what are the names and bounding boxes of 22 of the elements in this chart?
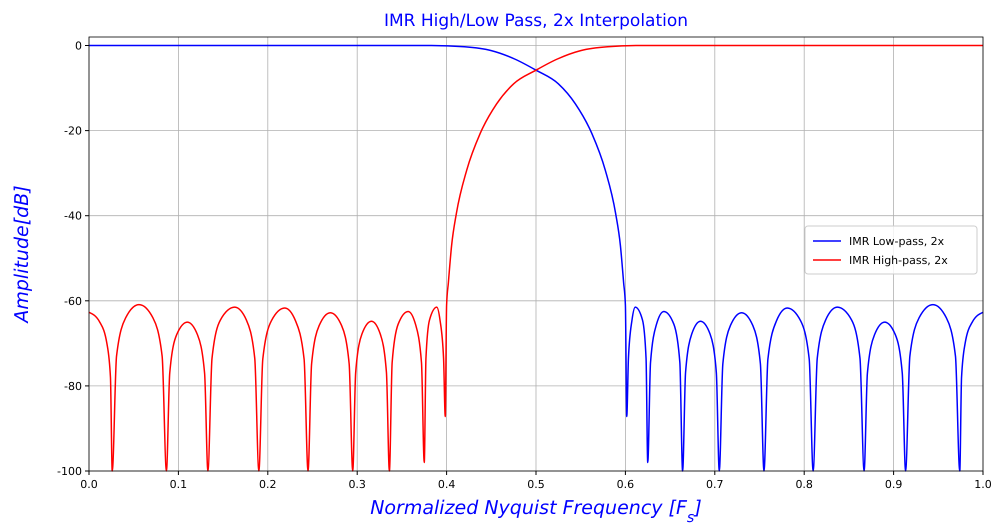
x-tick-label: 0.4 — [438, 478, 456, 491]
x-tick-label: 0.7 — [706, 478, 724, 491]
x-tick-label: 0.8 — [795, 478, 813, 491]
x-tick-label: 0.9 — [884, 478, 902, 491]
x-tick-label: 0.5 — [527, 478, 545, 491]
y-axis-title: Amplitude[dB] — [11, 185, 33, 325]
legend-label: IMR Low-pass, 2x — [849, 235, 945, 248]
y-tick-label: 0 — [75, 40, 82, 53]
x-tick-label: 0.6 — [616, 478, 634, 491]
x-tick-label: 0.2 — [259, 478, 277, 491]
x-tick-label: 0.1 — [170, 478, 188, 491]
y-tick-label: -80 — [64, 380, 82, 393]
y-tick-label: -40 — [64, 210, 82, 223]
x-tick-label: 0.0 — [80, 478, 98, 491]
y-tick-label: -100 — [57, 465, 82, 478]
x-tick-label: 0.3 — [348, 478, 366, 491]
y-tick-label: -60 — [64, 294, 82, 308]
chart-title: IMR High/Low Pass, 2x Interpolation — [384, 11, 688, 31]
y-tick-label: -20 — [64, 124, 82, 138]
legend-label: IMR High-pass, 2x — [849, 254, 948, 267]
x-axis-title: Normalized Nyquist Frequency [F$_{s}$] — [370, 497, 702, 526]
x-tick-label: 1.0 — [974, 478, 992, 491]
